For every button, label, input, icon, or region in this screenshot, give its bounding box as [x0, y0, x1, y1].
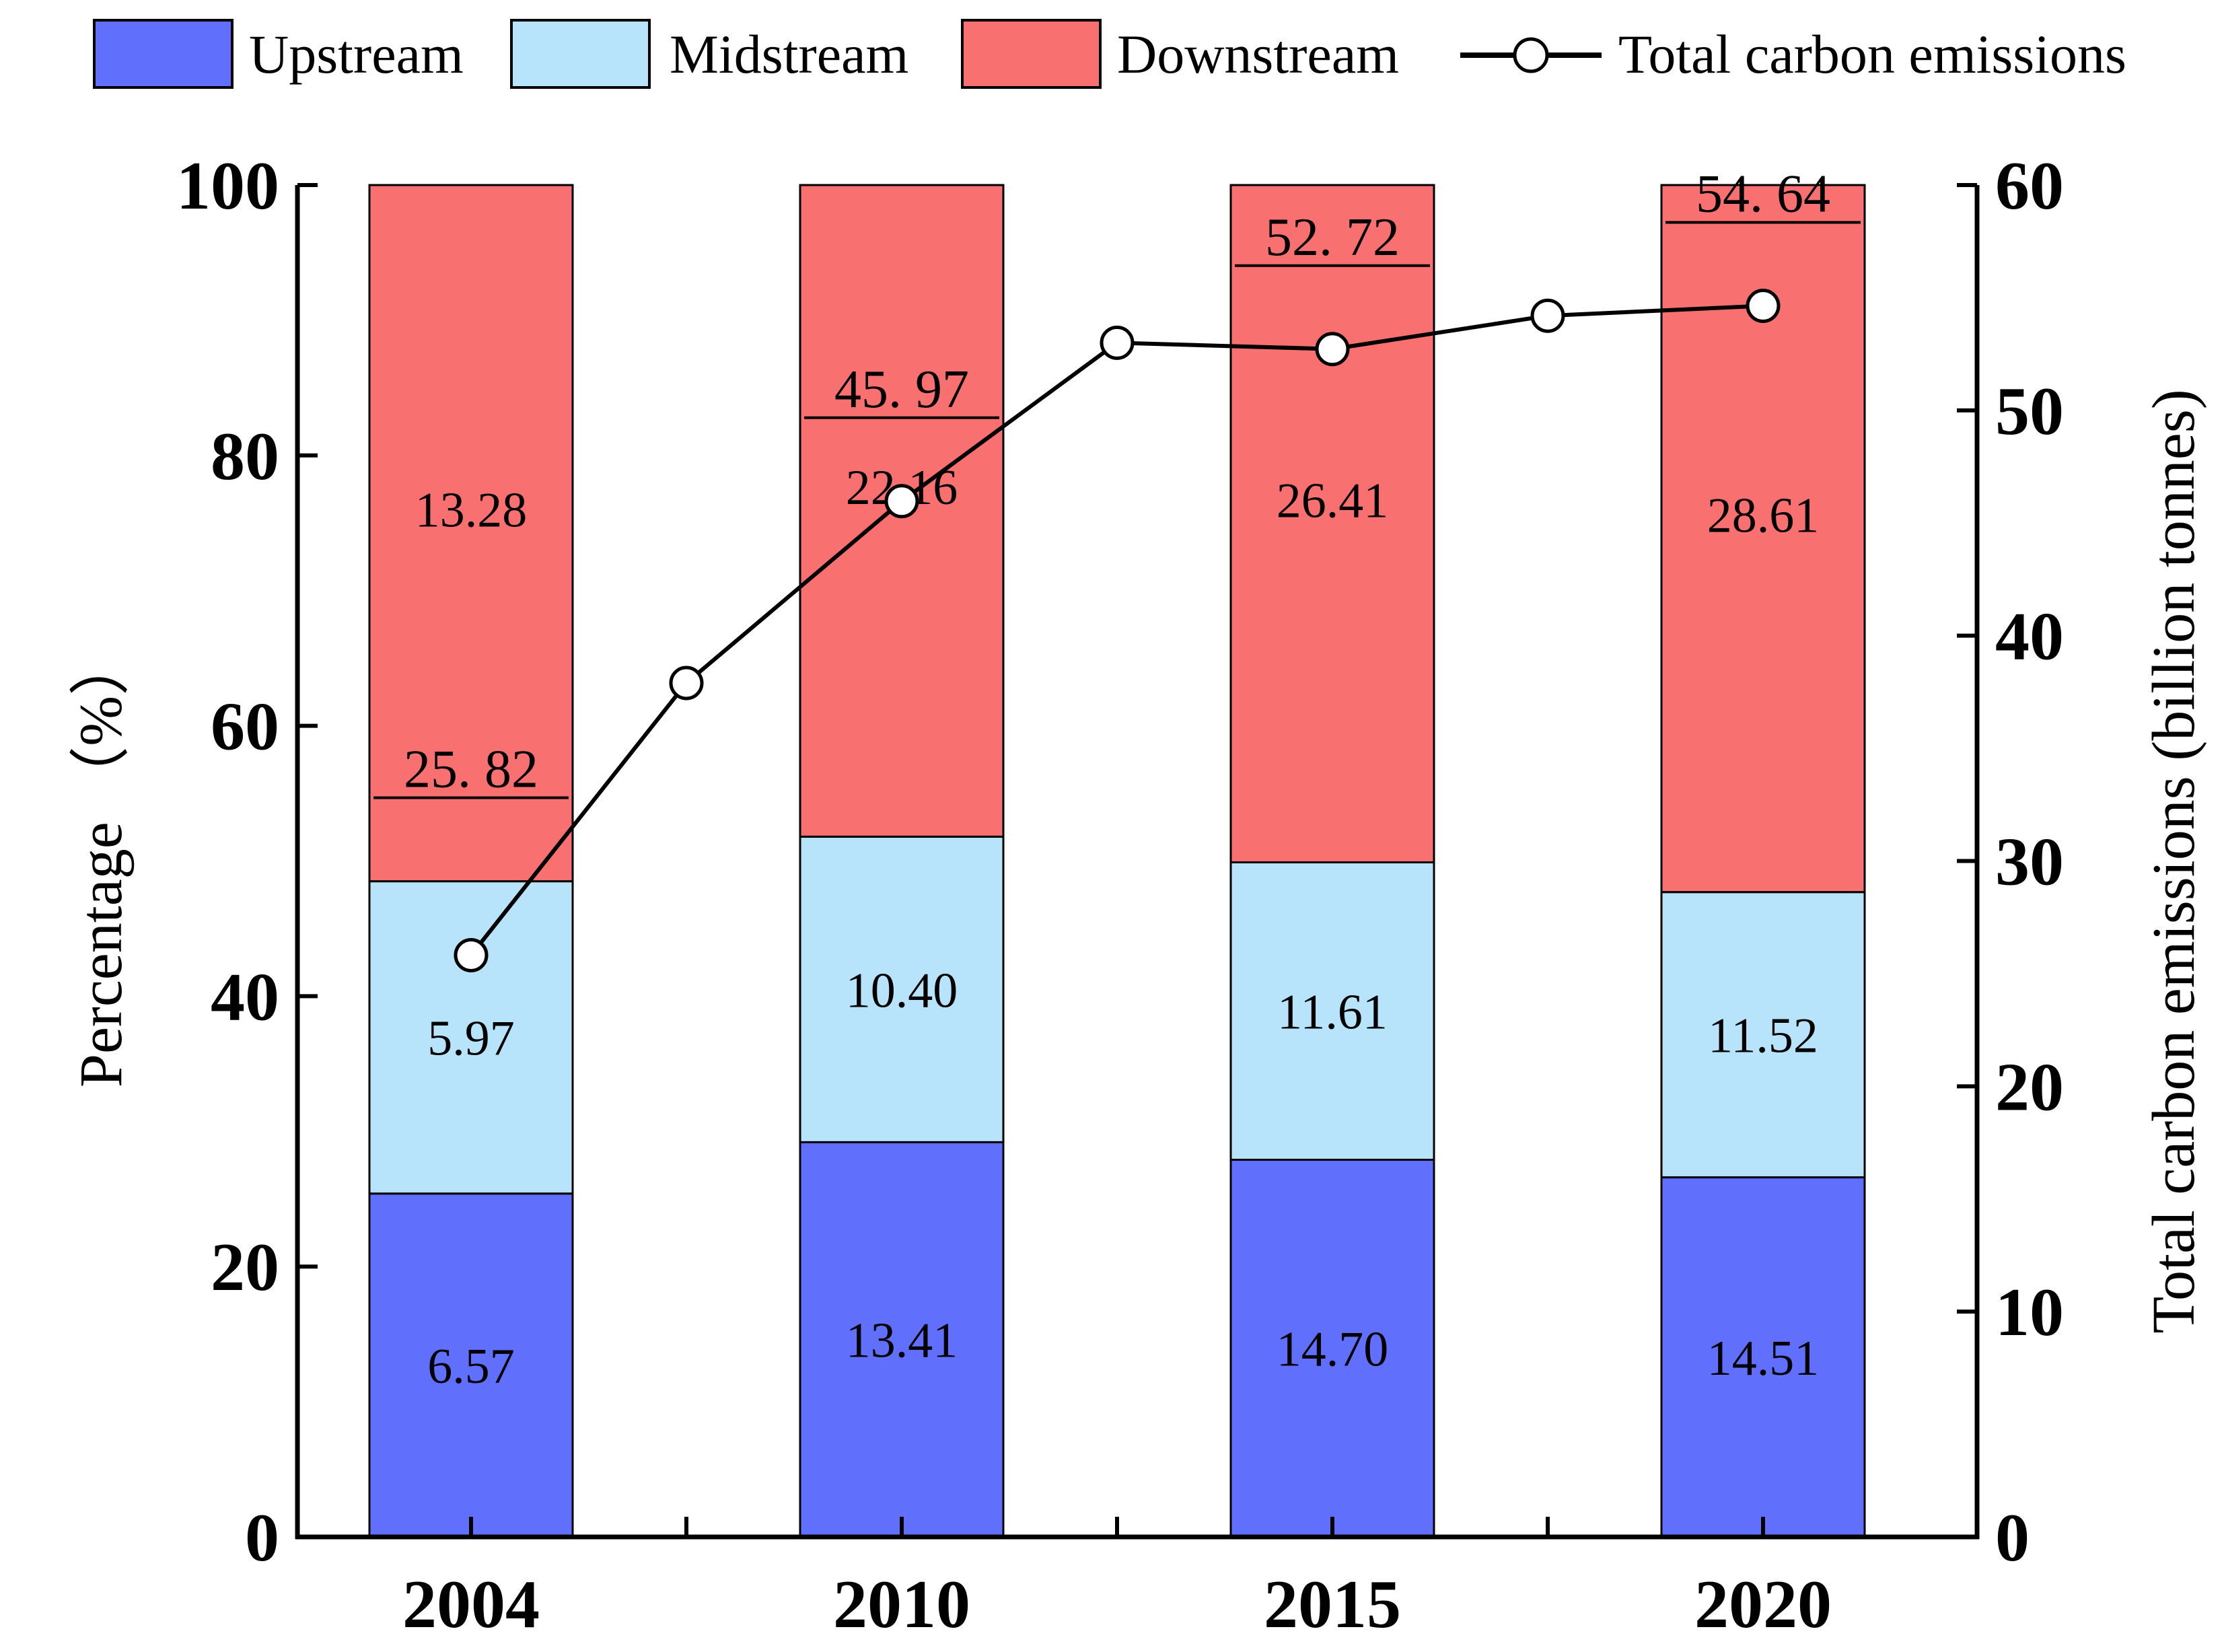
right-y-axis-title: Total carbon emissions (billion tonnes): [2141, 389, 2207, 1333]
bar-downstream-2015: [1229, 184, 1435, 864]
x-tick-label-2010: 2010: [833, 1567, 970, 1643]
segment-label-upstream-2020: 14.51: [1707, 1331, 1820, 1386]
left-y-tick-label: 40: [211, 959, 279, 1035]
legend-line-marker: [1513, 37, 1549, 73]
segment-label-upstream-2010: 13.41: [846, 1314, 958, 1369]
legend-swatch-downstream: [961, 19, 1102, 89]
total-emissions-label-2020: 54. 64: [1696, 164, 1830, 223]
bar-upstream-2015: [1229, 1158, 1435, 1538]
total-emissions-point: [454, 937, 489, 972]
bar-midstream-2010: [799, 835, 1005, 1143]
left-y-tick-label: 80: [211, 419, 279, 495]
legend: Upstream Midstream Downstream Total carb…: [93, 19, 2126, 89]
total-emissions-point: [1746, 288, 1781, 323]
segment-label-downstream-2020: 28.61: [1707, 488, 1820, 543]
right-y-tick-label: 50: [1995, 373, 2064, 450]
legend-label-downstream: Downstream: [1117, 24, 1399, 85]
x-tick-label-2004: 2004: [402, 1567, 540, 1643]
total-emissions-label-2010: 45. 97: [834, 360, 969, 419]
segment-label-midstream-2015: 11.61: [1277, 984, 1388, 1040]
ticks-layer: 0 20 40 60 80 100 0 10 20 30 40 50 60 2004 2010 2015 202…: [176, 148, 2064, 1643]
bar-upstream-2020: [1660, 1176, 1866, 1538]
bar-midstream-2004: [368, 880, 574, 1195]
segment-label-downstream-2004: 13.28: [415, 482, 528, 538]
total-emissions-label-2015: 52. 72: [1265, 208, 1400, 267]
bars-layer: [368, 184, 1866, 1538]
right-y-tick-label: 40: [1995, 599, 2064, 675]
bar-midstream-2015: [1229, 861, 1435, 1161]
total-emissions-line: [469, 303, 1764, 957]
legend-swatch-midstream: [510, 19, 651, 89]
x-tick-label-2020: 2020: [1694, 1567, 1832, 1643]
segment-labels-layer: 6.575.9713.2813.4110.4022.1614.7011.6126…: [415, 460, 1820, 1394]
right-y-tick-label: 30: [1995, 824, 2064, 900]
legend-label-upstream: Upstream: [249, 24, 464, 85]
segment-label-midstream-2020: 11.52: [1708, 1009, 1818, 1064]
left-y-tick-label: 20: [211, 1229, 279, 1305]
legend-label-midstream: Midstream: [670, 24, 908, 85]
segment-label-upstream-2004: 6.57: [427, 1339, 515, 1394]
legend-label-total: Total carbon emissions: [1618, 24, 2126, 85]
left-y-tick-label: 100: [176, 148, 279, 224]
bar-midstream-2020: [1660, 891, 1866, 1179]
total-emissions-label-2004: 25. 82: [404, 740, 538, 799]
bar-upstream-2010: [799, 1141, 1005, 1538]
total-emissions-point: [669, 666, 704, 701]
segment-label-midstream-2004: 5.97: [427, 1011, 515, 1067]
bar-downstream-2004: [368, 184, 574, 883]
legend-swatch-upstream: [93, 19, 234, 89]
segment-label-midstream-2010: 10.40: [846, 963, 958, 1018]
left-y-axis-title: Percentage （%）: [68, 635, 135, 1087]
total-emissions-line-layer: 25. 82 45. 97 52. 72 54. 64: [373, 164, 1861, 972]
left-y-tick-label: 0: [245, 1500, 279, 1576]
total-emissions-point: [1315, 332, 1350, 367]
right-y-tick-label: 0: [1995, 1500, 2030, 1576]
right-y-tick-label: 60: [1995, 148, 2064, 224]
right-y-tick-label: 10: [1995, 1274, 2064, 1351]
total-emissions-point: [884, 484, 919, 519]
x-tick-label-2015: 2015: [1264, 1567, 1401, 1643]
total-emissions-point: [1530, 298, 1565, 333]
segment-label-upstream-2015: 14.70: [1277, 1322, 1389, 1377]
total-emissions-point: [1100, 325, 1135, 360]
left-y-tick-label: 60: [211, 689, 279, 765]
right-y-tick-label: 20: [1995, 1049, 2064, 1125]
segment-label-downstream-2015: 26.41: [1277, 473, 1389, 528]
